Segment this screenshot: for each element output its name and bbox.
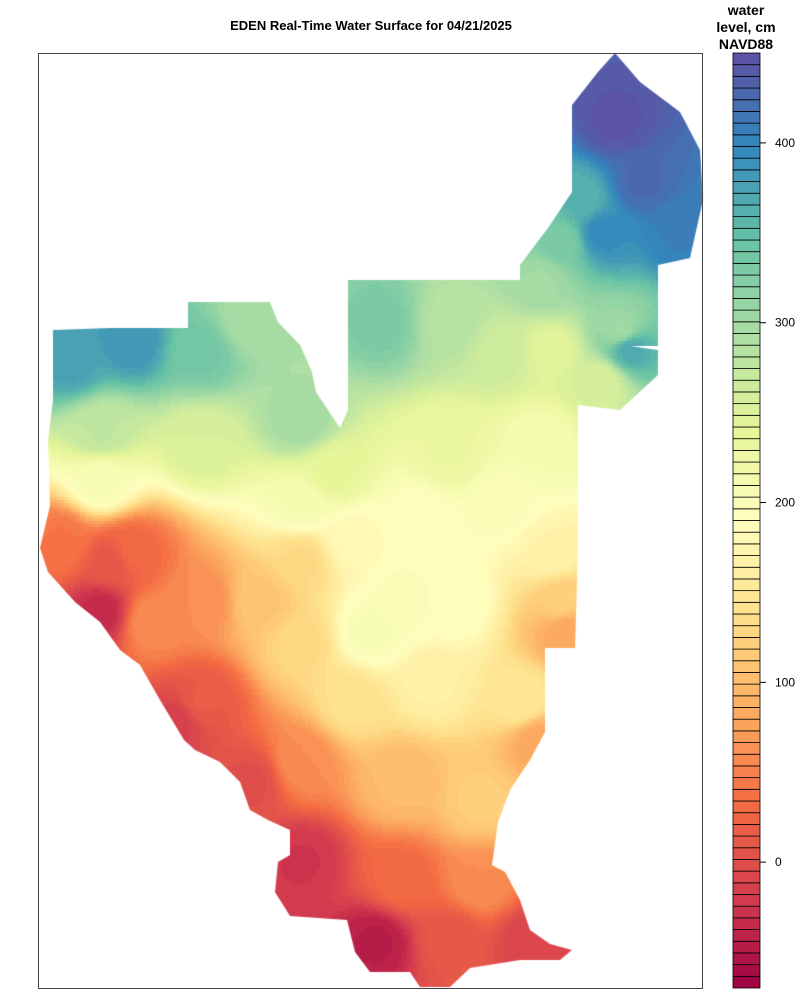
colorbar-bin	[732, 379, 761, 393]
colorbar-bin	[732, 613, 761, 627]
colorbar-bin	[732, 555, 761, 568]
colorbar-bin	[732, 496, 761, 510]
colorbar-bin	[732, 788, 761, 802]
colorbar-bin	[732, 508, 761, 521]
colorbar-bin	[732, 111, 761, 124]
colorbar-bin	[732, 648, 761, 662]
colorbar-bin	[732, 122, 761, 136]
colorbar-bin	[732, 99, 761, 112]
colorbar-tick-label: 400	[775, 136, 795, 150]
colorbar-bin	[732, 485, 761, 498]
colorbar-title-line: level, cm	[716, 19, 776, 35]
colorbar-bin	[732, 286, 761, 299]
colorbar-bin	[732, 683, 761, 697]
colorbar-bin	[732, 882, 761, 895]
colorbar-bin	[732, 356, 761, 369]
colorbar-bin	[732, 800, 761, 814]
colorbar-bin	[732, 742, 761, 755]
colorbar-bin	[732, 75, 761, 89]
colorbar-bin	[732, 473, 761, 486]
colorbar-bin	[732, 964, 761, 977]
colorbar-bin	[732, 239, 761, 253]
colorbar-bin	[732, 859, 761, 872]
colorbar-bin	[732, 812, 761, 825]
colorbar-bin	[732, 543, 761, 556]
colorbar-bin	[732, 578, 761, 592]
colorbar-bin	[732, 216, 761, 229]
colorbar-bin	[732, 707, 761, 720]
colorbar-bin	[732, 192, 761, 206]
colorbar-tick-label: 100	[775, 675, 795, 689]
colorbar-bin	[732, 823, 761, 837]
colorbar-bin	[732, 870, 761, 884]
colorbar-bin	[732, 251, 761, 264]
colorbar-bin	[732, 344, 761, 358]
colorbar-bin	[732, 975, 761, 989]
colorbar-bin	[732, 391, 761, 405]
colorbar-bin	[732, 531, 761, 545]
colorbar-title-line: water	[727, 2, 765, 18]
colorbar-bin	[732, 566, 761, 580]
colorbar-bin	[732, 64, 761, 77]
map-title: EDEN Real-Time Water Surface for 04/21/2…	[230, 18, 512, 33]
colorbar-title: water level, cm NAVD88	[700, 2, 792, 53]
colorbar-bin	[732, 672, 761, 685]
colorbar-bin	[732, 169, 761, 182]
colorbar-tick-label: 200	[775, 496, 795, 510]
colorbar-bin	[732, 718, 761, 732]
colorbar-bin	[732, 87, 761, 101]
colorbar-bin	[732, 520, 761, 533]
colorbar-bin	[732, 601, 761, 615]
map-frame	[38, 53, 703, 989]
colorbar-bin	[732, 835, 761, 849]
colorbar-bin	[732, 730, 761, 743]
colorbar-bin	[732, 894, 761, 907]
colorbar-bin	[732, 52, 761, 66]
colorbar-bin	[732, 636, 761, 650]
colorbar-bin	[732, 905, 761, 919]
colorbar-bin	[732, 414, 761, 428]
colorbar-tick-label: 0	[775, 855, 782, 869]
colorbar-bin	[732, 660, 761, 673]
colorbar-bin	[732, 917, 761, 930]
colorbar-bin	[732, 940, 761, 954]
colorbar-title-line: NAVD88	[718, 36, 774, 52]
colorbar-bin	[732, 321, 761, 334]
colorbar-bin	[732, 157, 761, 171]
colorbar-bin	[732, 695, 761, 708]
colorbar-bin	[732, 403, 761, 416]
colorbar-bin	[732, 227, 761, 241]
colorbar-bin	[732, 625, 761, 638]
colorbar-bin	[732, 438, 761, 451]
colorbar-bin	[732, 204, 761, 218]
colorbar-bin	[732, 777, 761, 790]
colorbar-bin	[732, 368, 761, 381]
colorbar-bin	[732, 274, 761, 288]
colorbar-bin	[732, 134, 761, 147]
colorbar-bin	[732, 461, 761, 475]
colorbar-bin	[732, 146, 761, 159]
colorbar-bin	[732, 298, 761, 311]
colorbar-bin	[732, 262, 761, 276]
colorbar-bin	[732, 590, 761, 603]
colorbar-tick-label: 300	[775, 316, 795, 330]
colorbar-bin	[732, 426, 761, 440]
colorbar-bin	[732, 181, 761, 194]
colorbar-bin	[732, 753, 761, 767]
colorbar-bin	[732, 765, 761, 779]
colorbar-bin	[732, 929, 761, 942]
colorbar-bin	[732, 449, 761, 463]
colorbar-bin	[732, 333, 761, 346]
colorbar-bin	[732, 309, 761, 323]
colorbar-bin	[732, 847, 761, 860]
colorbar-bin	[732, 952, 761, 966]
